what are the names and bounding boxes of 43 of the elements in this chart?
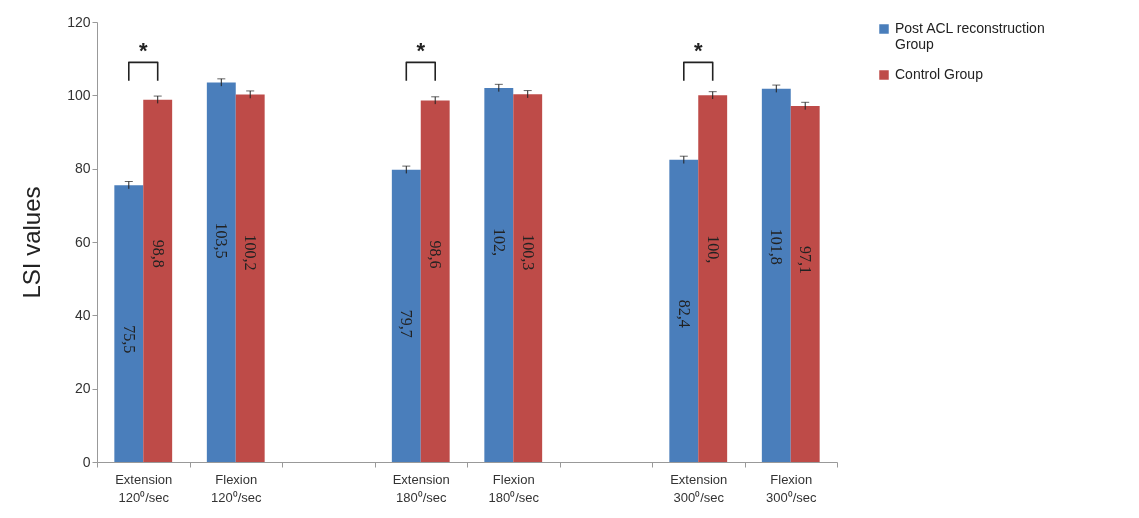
bar [669,159,699,462]
data-label: 98,6 [427,240,445,269]
y-tick-label: 80 [74,160,91,177]
y-tick-label: 20 [74,380,91,397]
y-tick-label: 100 [67,86,91,103]
bar [698,95,728,462]
x-tick-label: Flexion 300⁰/sec [765,471,818,505]
y-axis-title: LSI values [18,186,46,299]
data-label: 103,5 [213,222,231,259]
y-tick-label: 120 [67,13,91,30]
data-label: 101,8 [768,228,786,265]
bar [114,185,144,462]
bar [761,88,791,462]
annotation: * [693,38,703,64]
bar [235,94,265,462]
bar [391,169,421,462]
y-tick-label: 60 [74,233,91,250]
data-label: 79,7 [398,309,416,338]
bar [513,94,543,462]
x-tick-label: Extension 180⁰/sec [392,471,450,505]
data-label: 75,5 [120,325,138,354]
data-label: 102, [490,228,508,256]
x-tick-label: Extension 300⁰/sec [670,471,728,505]
legend-label: Post ACL reconstruction Group [895,20,1045,52]
annotation: * [138,38,148,64]
legend-label: Control Group [895,66,984,82]
bar [790,105,820,462]
data-label: 98,8 [149,239,167,268]
annotation: * [416,38,426,64]
bar [206,82,236,462]
bar [484,88,514,462]
data-label: 100,2 [242,234,260,271]
bar [143,99,173,462]
data-label: 97,1 [797,245,815,274]
y-tick-label: 40 [74,306,91,323]
data-label: 82,4 [675,299,693,328]
x-tick-label: Flexion 180⁰/sec [488,471,540,505]
x-tick-label: Extension 120⁰/sec [115,471,173,505]
bar [420,100,450,462]
y-tick-label: 0 [82,453,91,470]
x-tick-label: Flexion 120⁰/sec [210,471,263,505]
data-label: 100, [704,235,722,264]
data-label: 100,3 [519,234,537,271]
